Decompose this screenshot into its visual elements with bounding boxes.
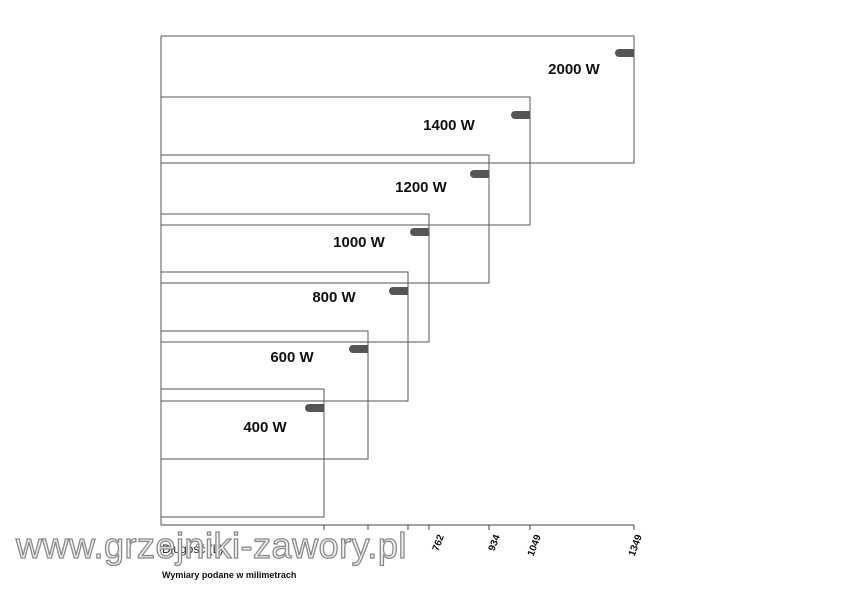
- radiator-outline: [161, 271, 409, 402]
- radiator-outline: [161, 330, 369, 460]
- valve-handle: [615, 49, 634, 57]
- valve-handle: [305, 404, 324, 412]
- power-label: 800 W: [312, 289, 356, 306]
- power-label: 1000 W: [333, 234, 386, 251]
- note: Wymiary podane w milimetrach: [162, 570, 296, 580]
- radiator-outline: [161, 35, 635, 164]
- valve-handle: [389, 287, 408, 295]
- valve-handle: [470, 170, 489, 178]
- power-label: 2000 W: [548, 61, 601, 78]
- valve-handle: [511, 111, 530, 119]
- radiator-outline: [161, 154, 490, 284]
- radiator-outline: [161, 213, 430, 343]
- power-label: 1400 W: [423, 117, 476, 134]
- power-label: 400 W: [243, 419, 287, 436]
- axis-title: Długość (L): [162, 542, 223, 556]
- radiator-outline: [161, 388, 325, 518]
- radiator-outline: [161, 96, 531, 226]
- power-label: 1200 W: [395, 179, 448, 196]
- valve-handle: [410, 228, 429, 236]
- watermark: www.grzejniki-zawory.pl: [15, 525, 407, 566]
- power-label: 600 W: [270, 349, 314, 366]
- valve-handle: [349, 345, 368, 353]
